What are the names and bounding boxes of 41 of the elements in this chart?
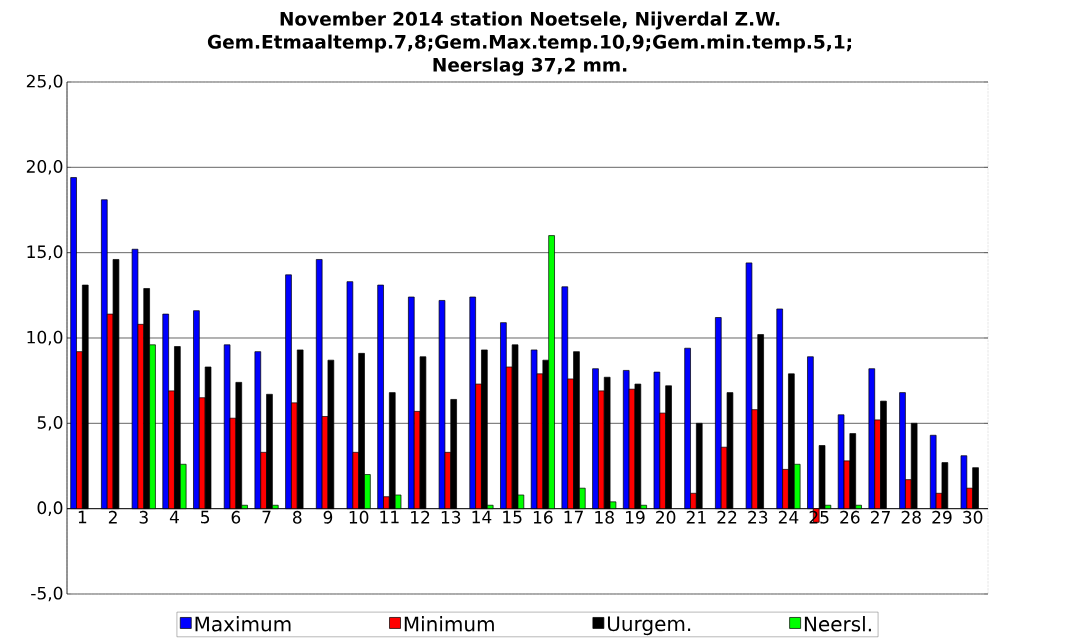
x-tick-label: 18 xyxy=(595,510,614,524)
x-tick-label: 13 xyxy=(441,510,461,524)
x-tick-label: 16 xyxy=(533,510,553,524)
legend-label: Minimum xyxy=(404,616,494,632)
x-tick-label: 2 xyxy=(108,510,117,524)
x-tick-label: 30 xyxy=(963,510,983,524)
x-tick-label: 20 xyxy=(656,510,676,524)
y-tick-label: 20,0 xyxy=(26,160,63,175)
legend-label: Maximum xyxy=(195,616,291,632)
x-tick-label: 8 xyxy=(293,510,302,524)
x-tick-label: 14 xyxy=(472,510,492,524)
y-tick-label: 10,0 xyxy=(27,330,63,346)
chart-title: November 2014 station Noetsele, Nijverdal Z.W. Gem.Etmaaltemp.7,8;Gem.Max.temp.10,9;Gem.min.temp.5,1; Neerslag 37,2 mm. xyxy=(207,11,852,76)
x-tick-label: 21 xyxy=(686,510,706,524)
x-tick-label: 4 xyxy=(169,510,179,524)
y-tick-label: 5,0 xyxy=(37,416,63,431)
x-tick-label: 10 xyxy=(349,510,369,524)
x-tick-label: 19 xyxy=(626,510,645,524)
y-tick-label: 15,0 xyxy=(27,245,63,260)
x-tick-label: 26 xyxy=(840,510,860,524)
x-tick-label: 5 xyxy=(201,510,210,524)
x-tick-label: 9 xyxy=(323,510,333,524)
x-tick-label: 7 xyxy=(262,510,271,524)
x-tick-label: 27 xyxy=(870,510,890,524)
y-tick-label: -5,0 xyxy=(31,586,63,602)
x-tick-label: 6 xyxy=(231,510,241,524)
legend-label: Uurgem. xyxy=(607,616,691,636)
x-tick-label: 3 xyxy=(139,510,148,524)
x-tick-label: 15 xyxy=(503,510,522,524)
x-tick-label: 22 xyxy=(717,510,737,524)
x-tick-label: 24 xyxy=(778,510,799,524)
x-tick-label: 1 xyxy=(78,510,87,524)
x-tick-label: 11 xyxy=(380,510,399,524)
x-tick-label: 28 xyxy=(901,510,921,524)
x-tick-label: 17 xyxy=(564,510,583,524)
x-tick-label: 23 xyxy=(748,510,768,524)
x-tick-label: 12 xyxy=(411,510,430,524)
x-tick-label: 29 xyxy=(932,510,952,524)
y-tick-label: 25,0 xyxy=(26,74,63,90)
legend-label: Neersl. xyxy=(804,616,871,632)
y-tick-label: 0,0 xyxy=(37,501,63,516)
